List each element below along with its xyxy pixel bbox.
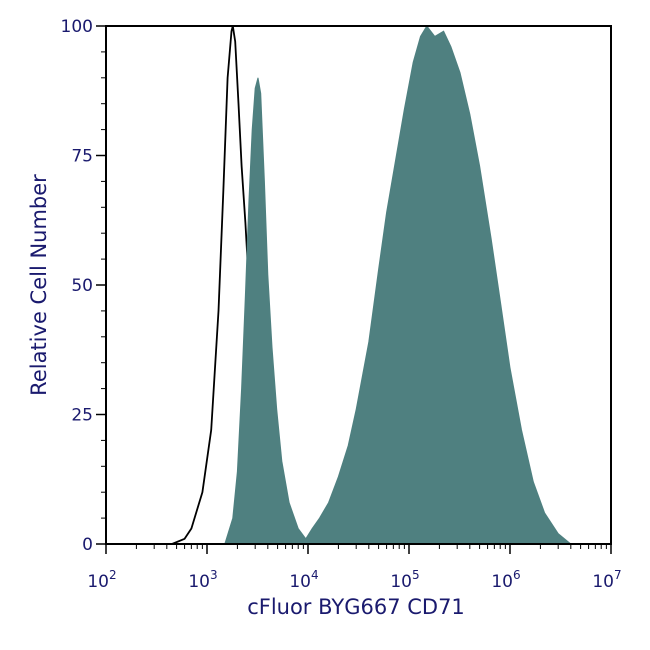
histogram-filled-series <box>224 25 573 545</box>
x-axis-title: cFluor BYG667 CD71 <box>247 595 465 619</box>
y-axis-title: Relative Cell Number <box>27 174 51 396</box>
x-tick-label: 105 <box>390 568 419 592</box>
y-tick-label: 0 <box>82 535 93 555</box>
x-tick-label: 102 <box>87 568 116 592</box>
x-tick-label: 107 <box>592 568 621 592</box>
y-tick-label: 75 <box>71 147 93 167</box>
series-layer <box>171 25 573 545</box>
labels-layer: 102 103 104 105 106 107 0 25 50 75 100 <box>61 17 622 592</box>
y-tick-label: 25 <box>71 406 93 426</box>
plot-frame <box>105 25 612 545</box>
x-tick-label: 103 <box>188 568 217 592</box>
x-tick-label: 104 <box>289 568 318 592</box>
y-tick-label: 50 <box>71 276 93 296</box>
y-tick-label: 100 <box>61 17 93 37</box>
x-tick-label: 106 <box>491 568 520 592</box>
